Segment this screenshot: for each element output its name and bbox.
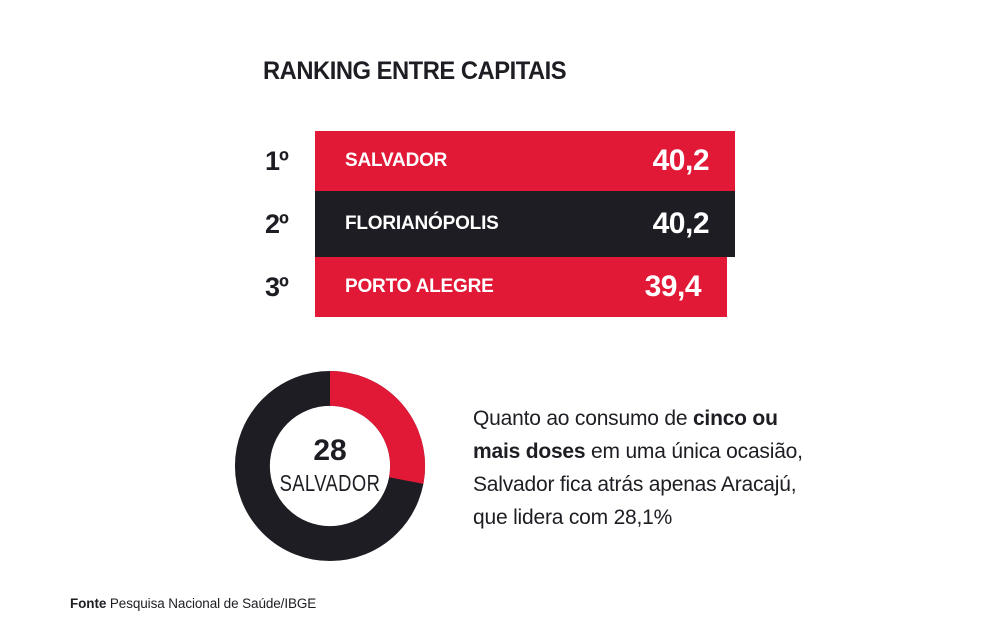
annotation-normal-text: Quanto ao consumo de (473, 407, 693, 430)
ranking-row-2: 2º FLORIANÓPOLIS 40,2 (255, 191, 735, 257)
annotation-normal-text: que lidera com 28,1% (473, 506, 673, 529)
chart-title: RANKING ENTRE CAPITAIS (263, 57, 567, 85)
annotation-normal-text: Salvador fica atrás apenas Aracajú, (473, 473, 797, 496)
donut-center-value: 28 (313, 434, 347, 467)
rank-label-2: 2º (265, 208, 289, 239)
source-text: Pesquisa Nacional de Saúde/IBGE (106, 596, 317, 611)
bar-value-label: 39,4 (644, 270, 702, 303)
annotation-line-1: Quanto ao consumo de cinco ou (473, 402, 893, 435)
source-label: Fonte (70, 596, 107, 611)
annotation-line-4: que lidera com 28,1% (473, 501, 893, 534)
donut-chart: 28 SALVADOR (233, 369, 427, 563)
annotation-bold-text: mais doses (473, 440, 586, 463)
bar-category-label: PORTO ALEGRE (345, 276, 494, 297)
ranking-row-3: 3º PORTO ALEGRE 39,4 (255, 257, 735, 317)
annotation-bold-text: cinco ou (692, 407, 778, 430)
ranking-row-1: 1º SALVADOR 40,2 (255, 131, 735, 191)
donut-salvador-arc (234, 370, 426, 562)
bar-salvador: SALVADOR 40,2 (315, 131, 735, 191)
bar-category-label: FLORIANÓPOLIS (345, 213, 499, 234)
annotation-line-2: mais doses em uma única ocasião, (473, 435, 893, 468)
bar-category-label: SALVADOR (345, 150, 448, 171)
bar-florianopolis: FLORIANÓPOLIS 40,2 (315, 191, 735, 257)
annotation-text: Quanto ao consumo de cinco ou mais doses… (473, 402, 893, 534)
donut-center-label: SALVADOR (279, 470, 381, 496)
annotation-normal-text: em uma única ocasião, (585, 440, 803, 463)
bar-value-label: 40,2 (652, 144, 710, 177)
ranking-bar-chart: 1º SALVADOR 40,2 2º FLORIANÓPOLIS 40,2 3… (255, 131, 735, 317)
bar-value-label: 40,2 (652, 207, 710, 240)
annotation-line-3: Salvador fica atrás apenas Aracajú, (473, 468, 893, 501)
source-note: Fonte Pesquisa Nacional de Saúde/IBGE (70, 596, 316, 611)
donut-center-text: 28 SALVADOR (233, 369, 427, 563)
rank-label-1: 1º (265, 145, 289, 176)
bar-porto-alegre: PORTO ALEGRE 39,4 (315, 257, 727, 317)
rank-label-3: 3º (265, 271, 289, 302)
